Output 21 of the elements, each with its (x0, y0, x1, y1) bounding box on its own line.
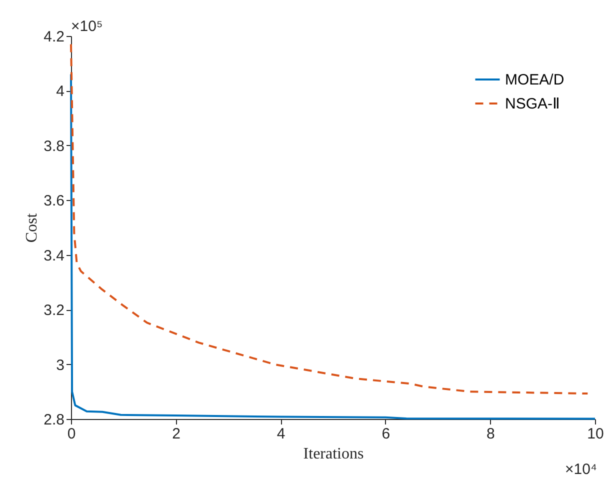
y-tick-label: 3.2 (44, 302, 64, 320)
legend-label: MOEA/D (505, 72, 564, 88)
x-tick-label: 4 (276, 426, 286, 442)
y-tick-label: 3.6 (44, 192, 64, 210)
y-tick-label: 3 (56, 356, 64, 374)
x-tick-label: 0 (67, 426, 76, 442)
y-tick-label: 3.4 (44, 247, 64, 264)
y-axis-title: Cost (24, 212, 41, 243)
y-tick-label: 3.8 (44, 138, 64, 155)
y-tick-label: 2.8 (44, 412, 64, 428)
line-series (70, 43, 589, 395)
y-tick-label: 4 (56, 83, 64, 100)
x-tick-label: 2 (172, 426, 180, 442)
x-tick-label: 6 (382, 426, 390, 442)
y-tick-label: 4.2 (44, 28, 64, 46)
x-tick-label: 10 (587, 426, 604, 442)
text: ×10⁵ (71, 18, 103, 35)
x-tick-label: 8 (486, 426, 495, 442)
legend-label: NSGA-Ⅱ (505, 96, 560, 112)
x-axis-title: Iterations (303, 446, 364, 462)
text: ×10⁴ (565, 461, 597, 478)
